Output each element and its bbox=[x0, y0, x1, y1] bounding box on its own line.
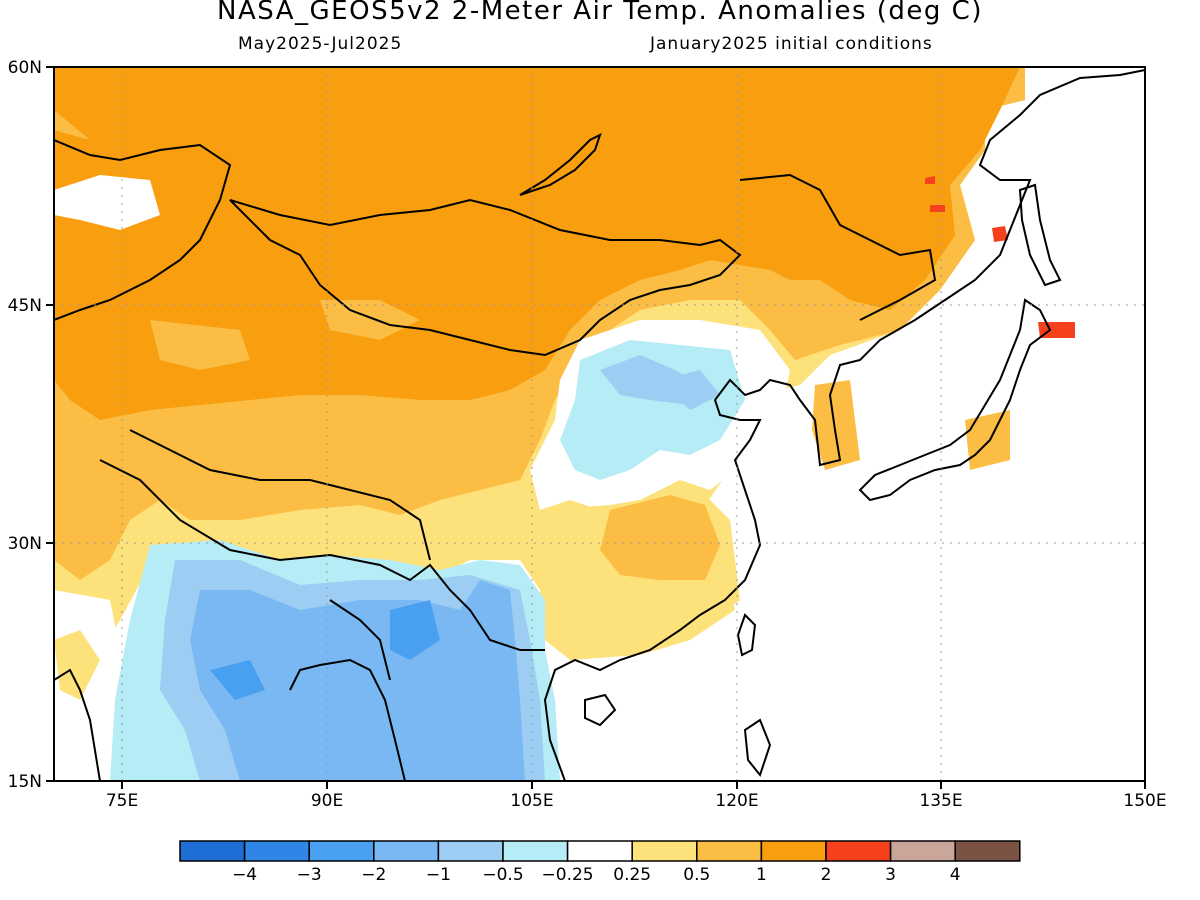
colorbar-swatch bbox=[179, 840, 246, 862]
map-frame bbox=[53, 66, 1146, 782]
colorbar-swatch bbox=[760, 840, 827, 862]
colorbar-swatch bbox=[696, 840, 763, 862]
anomaly-island-tarim bbox=[150, 320, 250, 370]
lon-label-75e: 75E bbox=[106, 791, 138, 811]
colorbar-label: −4 bbox=[232, 865, 257, 885]
coastline-east-asia bbox=[543, 69, 1145, 781]
colorbar-label: −2 bbox=[361, 865, 386, 885]
colorbar-label: 2 bbox=[821, 865, 832, 885]
colorbar-label: 0.25 bbox=[613, 865, 651, 885]
colorbar-swatch bbox=[308, 840, 375, 862]
anomaly-island-west bbox=[54, 175, 160, 230]
lon-label-135e: 135E bbox=[919, 791, 962, 811]
colorbar-swatch bbox=[566, 840, 633, 862]
border-mongolia bbox=[229, 198, 742, 357]
colorbar-swatch bbox=[889, 840, 956, 862]
colorbar-swatch bbox=[243, 840, 310, 862]
forecast-period: May2025-Jul2025 bbox=[238, 34, 403, 54]
lat-label-15n: 15N bbox=[8, 772, 42, 792]
coastline-taiwan bbox=[736, 613, 757, 657]
anomaly-warm-japan bbox=[965, 410, 1010, 470]
anomaly-region-strong-warm bbox=[54, 67, 1020, 420]
border-china-north bbox=[739, 173, 937, 321]
colorbar: −4 −3 −2 −1 −0.5 −0.25 0.25 0.5 1 2 3 4 bbox=[179, 840, 1021, 885]
lat-label-45n: 45N bbox=[8, 296, 42, 316]
anomaly-cooler-north-china-2 bbox=[660, 370, 720, 410]
coastlines bbox=[54, 69, 1145, 781]
coastline-south-asia bbox=[54, 668, 101, 781]
anomaly-warm-south bbox=[600, 495, 720, 580]
anomaly-cold-myanmar bbox=[390, 600, 440, 660]
axis-ticks bbox=[46, 66, 1146, 789]
colorbar-swatch bbox=[954, 840, 1021, 862]
anomaly-warm-korea bbox=[812, 380, 860, 470]
coastline-philippines bbox=[743, 718, 772, 778]
lon-label-120e: 120E bbox=[715, 791, 758, 811]
colorbar-label: 3 bbox=[885, 865, 896, 885]
coastline-hainan bbox=[584, 693, 617, 727]
colorbar-swatch bbox=[373, 840, 440, 862]
colorbar-swatch bbox=[502, 840, 569, 862]
anomaly-warm-india-west bbox=[54, 630, 100, 700]
lon-label-90e: 90E bbox=[311, 791, 343, 811]
anomaly-cold-india-east bbox=[210, 660, 265, 700]
colorbar-swatch bbox=[437, 840, 504, 862]
lon-label-150e: 150E bbox=[1123, 791, 1166, 811]
colorbar-label: −0.25 bbox=[542, 865, 594, 885]
colorbar-label: −3 bbox=[297, 865, 322, 885]
colorbar-swatch bbox=[631, 840, 698, 862]
colorbar-label: 0.5 bbox=[683, 865, 710, 885]
anomaly-hot-amur-3 bbox=[992, 226, 1008, 242]
colorbar-label: −0.5 bbox=[482, 865, 523, 885]
coastline-bay-of-bengal bbox=[289, 658, 406, 781]
colorbar-swatch bbox=[825, 840, 892, 862]
lat-label-60n: 60N bbox=[8, 58, 42, 78]
coastline-japan bbox=[858, 298, 1052, 502]
colorbar-label: 4 bbox=[950, 865, 961, 885]
anomaly-field bbox=[54, 67, 1145, 781]
border-himalaya bbox=[99, 459, 545, 651]
anomaly-hot-amur-1 bbox=[925, 176, 935, 184]
colorbar-label: 1 bbox=[756, 865, 767, 885]
grid-lines bbox=[54, 67, 1145, 781]
lake-baikal bbox=[519, 133, 602, 196]
coastline-sakhalin bbox=[1018, 183, 1062, 287]
lon-label-105e: 105E bbox=[510, 791, 553, 811]
lat-label-30n: 30N bbox=[8, 534, 42, 554]
anomaly-cooler-south-asia bbox=[190, 580, 525, 781]
map-title: NASA_GEOS5v2 2-Meter Air Temp. Anomalies… bbox=[217, 0, 983, 26]
initial-conditions: January2025 initial conditions bbox=[650, 34, 933, 54]
colorbar-label: −1 bbox=[426, 865, 451, 885]
border-central-asia bbox=[54, 139, 232, 321]
border-tibet bbox=[129, 429, 431, 561]
anomaly-hot-amur-2 bbox=[930, 205, 945, 212]
border-india-myanmar bbox=[329, 599, 391, 681]
anomaly-island-central bbox=[320, 300, 420, 340]
